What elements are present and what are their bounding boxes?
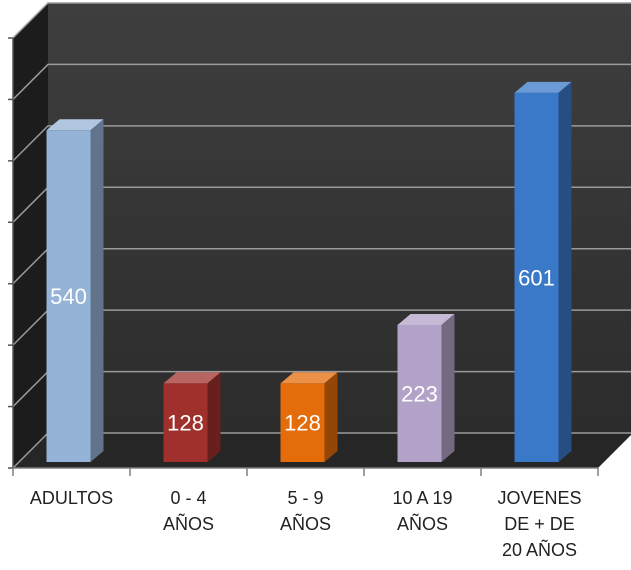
gridline: [12, 2, 631, 39]
value-labels: 540 128 128 223 601: [50, 265, 555, 435]
bar-top: [514, 81, 572, 93]
bar: [514, 81, 572, 463]
gridline: [12, 63, 631, 100]
bars: [46, 81, 572, 463]
bar-top: [46, 119, 104, 131]
bar-front: [46, 130, 91, 463]
bar: [46, 119, 104, 463]
bar-side: [324, 372, 338, 462]
bar-side: [558, 81, 572, 463]
bar-front: [163, 383, 208, 462]
value-label: 601: [518, 265, 555, 290]
bar: [163, 372, 221, 462]
category-label: JOVENES DE + DE 20 AÑOS: [497, 488, 582, 560]
bar-top: [397, 314, 455, 326]
bar-front: [397, 325, 442, 462]
value-label: 540: [50, 284, 87, 309]
bar: [280, 372, 338, 462]
axis-ticks: [8, 37, 599, 476]
bar-front: [514, 92, 559, 463]
gridline: [12, 125, 631, 162]
bar-front: [280, 383, 325, 462]
bar-top: [280, 372, 338, 384]
bar-top: [163, 372, 221, 384]
category-label: 10 A 19 AÑOS: [392, 488, 453, 534]
bar-side: [90, 119, 104, 463]
bar-side: [441, 314, 455, 462]
value-label: 128: [167, 411, 204, 436]
category-label: 0 - 4 AÑOS: [162, 488, 214, 534]
value-label: 223: [401, 382, 438, 407]
bar: [397, 314, 455, 462]
value-label: 128: [284, 411, 321, 436]
bar-side: [207, 372, 221, 462]
side-wall: [13, 3, 48, 468]
category-label: ADULTOS: [29, 488, 114, 508]
category-label: 5 - 9 AÑOS: [279, 488, 331, 534]
